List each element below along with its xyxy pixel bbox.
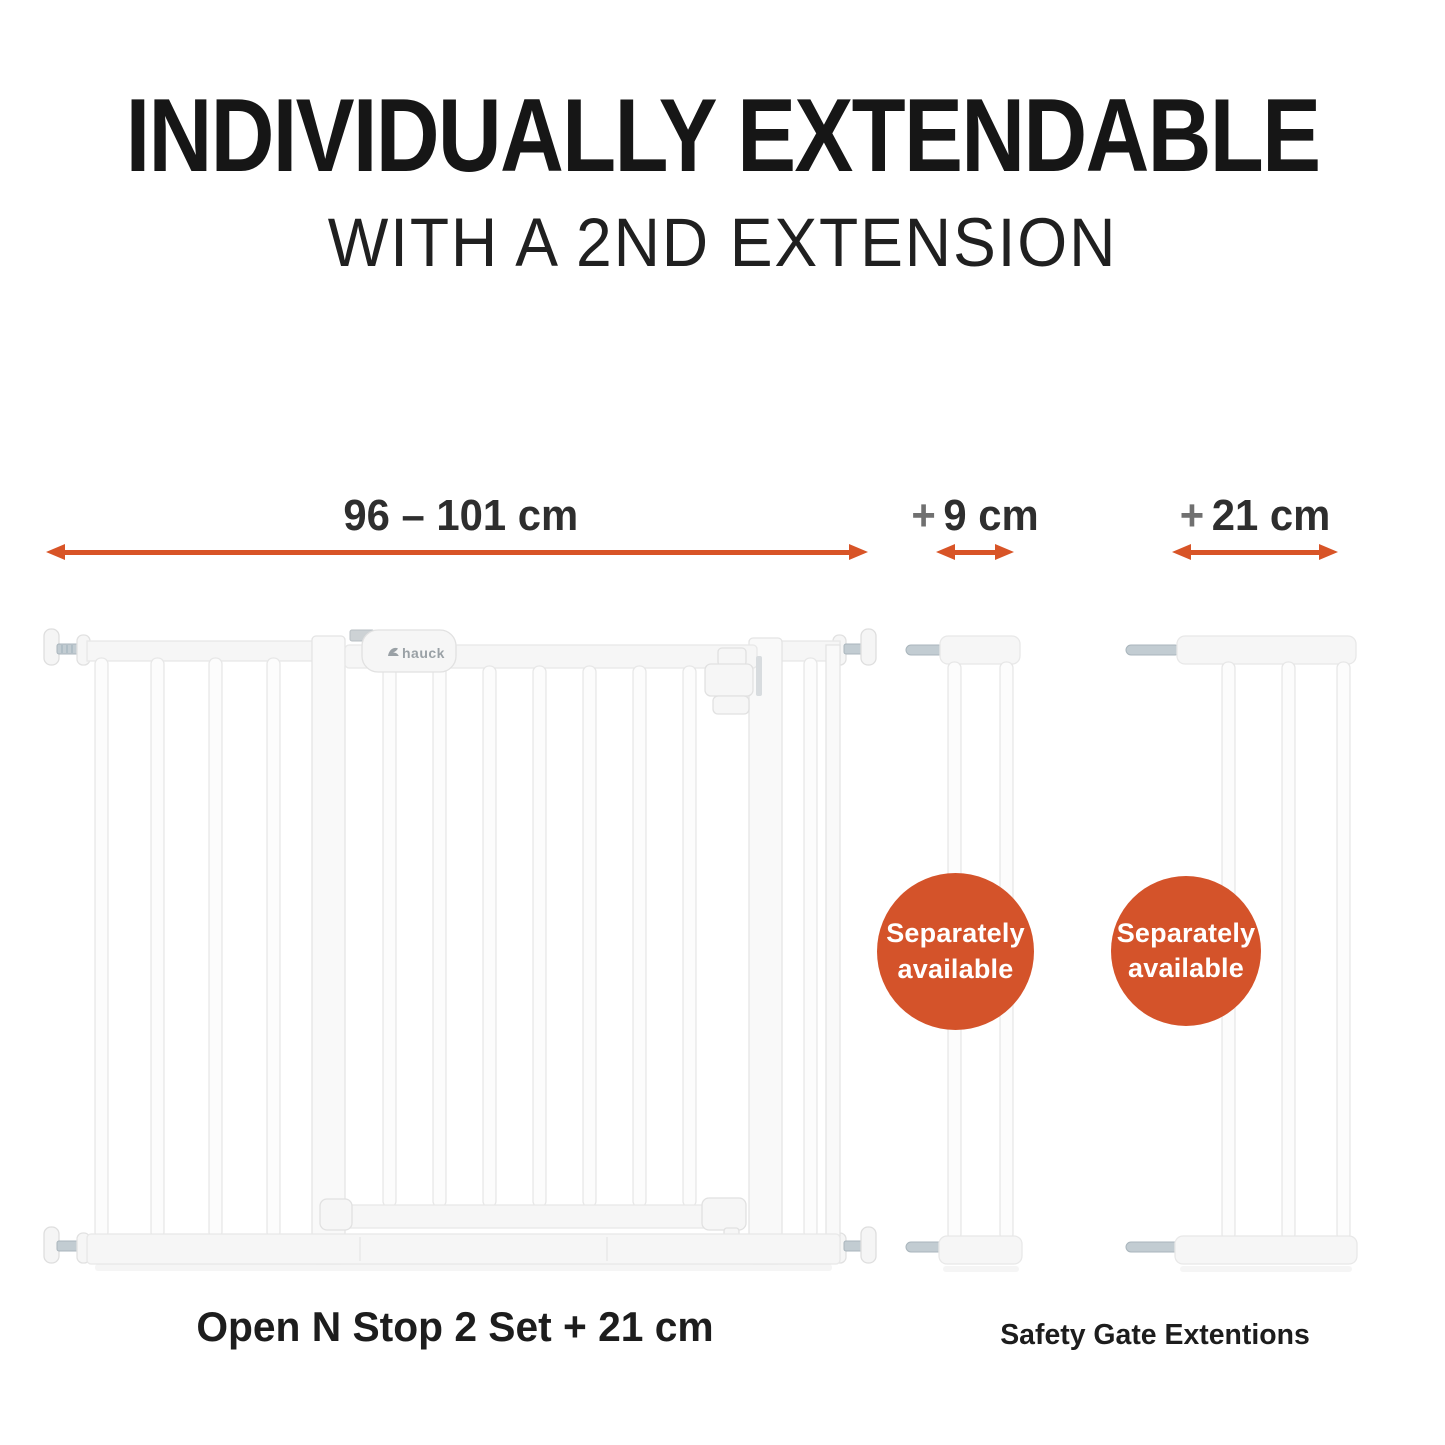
gate-bar bbox=[208, 657, 223, 1239]
dimension-label: +21 cm bbox=[1157, 494, 1353, 538]
arrowhead-right bbox=[1319, 544, 1338, 560]
arrowhead-left bbox=[46, 544, 65, 560]
wall-mount-top-left bbox=[43, 628, 91, 666]
latch-slot bbox=[756, 656, 762, 696]
bottom-rail-seams bbox=[359, 1237, 608, 1261]
dimension-label: 96 – 101 cm bbox=[67, 494, 848, 538]
door-bar bbox=[582, 665, 597, 1208]
page-subtitle: WITH A 2ND EXTENSION bbox=[327, 204, 1118, 281]
door-bar bbox=[432, 665, 447, 1208]
gate-bar bbox=[803, 657, 818, 1239]
dimension-extension-9cm: +9 cm bbox=[875, 494, 1075, 566]
page-title: INDIVIDUALLY EXTENDABLE bbox=[125, 78, 1321, 194]
separately-available-badge: Separately available bbox=[877, 873, 1034, 1030]
latch-button bbox=[717, 647, 747, 667]
door-bar bbox=[482, 665, 497, 1208]
extension-shadow bbox=[1180, 1266, 1352, 1272]
dimension-arrow bbox=[46, 544, 868, 560]
dimension-arrow bbox=[1172, 544, 1338, 560]
handle-plate bbox=[361, 629, 457, 673]
door-bar bbox=[682, 665, 697, 1208]
extension-pin-bottom bbox=[905, 1241, 945, 1253]
door-bar bbox=[532, 665, 547, 1208]
badge-line1: Separately bbox=[886, 918, 1025, 949]
brand-plate: hauck bbox=[361, 629, 457, 673]
door-hinge-cap bbox=[319, 1198, 353, 1231]
latch-lower-tab bbox=[712, 695, 750, 715]
door-latch-cap bbox=[701, 1197, 747, 1231]
door-bar bbox=[382, 665, 397, 1208]
extension-pin-bottom bbox=[1125, 1241, 1181, 1253]
right-edge-post bbox=[825, 644, 841, 1244]
arrowhead-left bbox=[936, 544, 955, 560]
plus-sign: + bbox=[1179, 491, 1205, 540]
wall-plate bbox=[860, 628, 877, 666]
extension-pin-top bbox=[1125, 644, 1181, 656]
door-bar bbox=[632, 665, 647, 1208]
badge-line1: Separately bbox=[1116, 917, 1256, 948]
latch-housing bbox=[704, 663, 754, 697]
extension-bottom-bar bbox=[1174, 1235, 1358, 1265]
gate-caption: Open N Stop 2 Set + 21 cm bbox=[196, 1303, 714, 1350]
badge-line2: available bbox=[897, 953, 1014, 984]
arrowhead-right bbox=[849, 544, 868, 560]
extension-bar bbox=[1281, 661, 1296, 1241]
dimension-gate-width: 96 – 101 cm bbox=[46, 494, 868, 566]
dimension-arrow bbox=[936, 544, 1014, 560]
extensions-caption: Safety Gate Extentions bbox=[1000, 1319, 1310, 1351]
badge-line2: available bbox=[1128, 953, 1244, 983]
gate-bar bbox=[94, 657, 109, 1239]
gate-shadow bbox=[95, 1264, 832, 1271]
extension-shadow bbox=[943, 1266, 1019, 1272]
dimension-value: 9 cm bbox=[943, 491, 1039, 540]
plus-sign: + bbox=[911, 491, 936, 540]
extension-top-bar bbox=[1176, 635, 1357, 665]
latch-assembly bbox=[704, 647, 762, 715]
dimension-extension-21cm: +21 cm bbox=[1152, 494, 1358, 566]
extension-pin-top bbox=[905, 644, 945, 656]
rod-threads bbox=[61, 645, 73, 653]
latch-post bbox=[748, 637, 783, 1265]
separately-available-badge: Separately available bbox=[1111, 876, 1261, 1026]
top-rail-left bbox=[86, 640, 320, 662]
hauck-bird-icon bbox=[388, 647, 399, 656]
gate-bar bbox=[266, 657, 281, 1239]
hinge-post bbox=[311, 635, 346, 1265]
wall-plate bbox=[860, 1226, 877, 1264]
arrow-line bbox=[1182, 550, 1328, 555]
extension-bottom-bar bbox=[938, 1235, 1023, 1265]
door-bottom-rail bbox=[329, 1204, 741, 1229]
wall-mount-bottom-left bbox=[43, 1226, 91, 1264]
safety-gate: hauck bbox=[43, 628, 877, 1271]
bottom-rail bbox=[86, 1233, 841, 1265]
extension-bar bbox=[1336, 661, 1351, 1241]
extension-top-bar bbox=[939, 635, 1021, 665]
gate-bar bbox=[150, 657, 165, 1239]
arrowhead-left bbox=[1172, 544, 1191, 560]
dimension-value: 96 – 101 cm bbox=[343, 491, 579, 540]
arrowhead-right bbox=[995, 544, 1014, 560]
hauck-logo: hauck bbox=[402, 645, 445, 661]
arrow-line bbox=[946, 550, 1004, 555]
dimension-label: +9 cm bbox=[880, 494, 1070, 538]
arrow-line bbox=[56, 550, 858, 555]
gate-door: hauck bbox=[319, 629, 762, 1245]
dimension-value: 21 cm bbox=[1211, 491, 1331, 540]
